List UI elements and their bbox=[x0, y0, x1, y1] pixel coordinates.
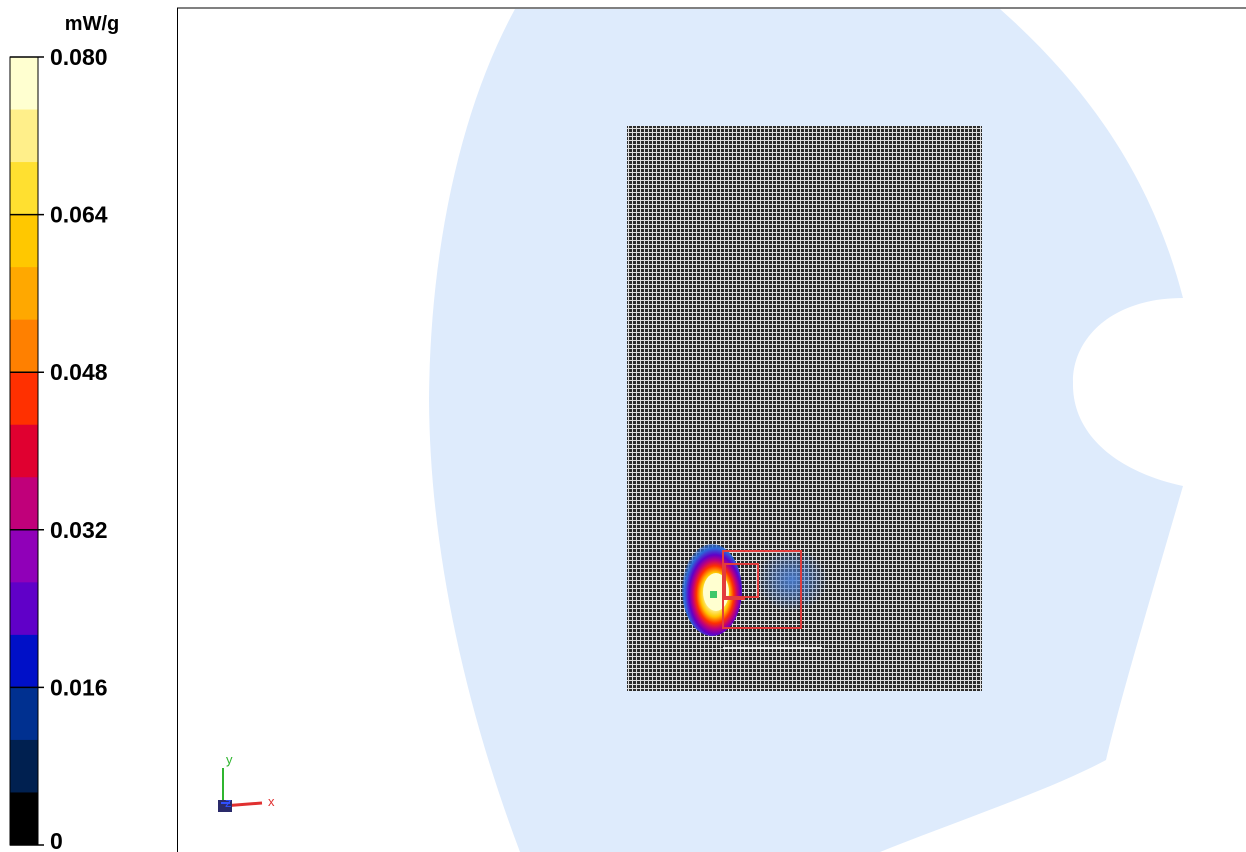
colorbar-band bbox=[10, 739, 38, 793]
colorbar-bands bbox=[10, 57, 38, 846]
zoom-box-small bbox=[724, 563, 759, 598]
colorbar-band bbox=[10, 319, 38, 373]
colorbar-tick-label: 0.080 bbox=[50, 44, 108, 70]
colorbar-band bbox=[10, 529, 38, 583]
colorbar-ticks: 0.080 0.064 0.048 0.032 0.016 0 bbox=[10, 44, 108, 852]
plot-frame bbox=[177, 7, 1246, 852]
zoom-scan-boxes bbox=[722, 550, 802, 629]
colorbar-tick-label: 0.016 bbox=[50, 674, 108, 700]
colorbar-band bbox=[10, 634, 38, 688]
colorbar-band bbox=[10, 477, 38, 531]
colorbar-band bbox=[10, 214, 38, 268]
colorbar-tick-label: 0.048 bbox=[50, 359, 108, 385]
hotspot bbox=[682, 544, 828, 636]
triad-x-label: x bbox=[268, 794, 275, 809]
triad-y-label: y bbox=[226, 752, 233, 767]
colorbar-band bbox=[10, 109, 38, 163]
colorbar-band bbox=[10, 687, 38, 741]
colorbar-band bbox=[10, 162, 38, 216]
colorbar-band bbox=[10, 582, 38, 636]
colorbar-unit-label: mW/g bbox=[65, 13, 119, 35]
colorbar-band bbox=[10, 267, 38, 321]
axes-triad: y x z bbox=[218, 752, 275, 812]
colorbar-tick-label: 0 bbox=[50, 828, 63, 852]
secondary-field-spot bbox=[756, 548, 828, 612]
colorbar-band bbox=[10, 372, 38, 426]
colorbar-band bbox=[10, 424, 38, 478]
zoom-box-large bbox=[722, 550, 802, 629]
colorbar-tick-label: 0.064 bbox=[50, 202, 108, 228]
peak-marker bbox=[710, 591, 717, 598]
triad-z-label: z bbox=[225, 795, 232, 810]
colorbar-band bbox=[10, 57, 38, 111]
colorbar: 0.080 0.064 0.048 0.032 0.016 0 mW/g bbox=[9, 13, 119, 852]
colorbar-tick-label: 0.032 bbox=[50, 517, 108, 543]
colorbar-band bbox=[10, 792, 38, 846]
